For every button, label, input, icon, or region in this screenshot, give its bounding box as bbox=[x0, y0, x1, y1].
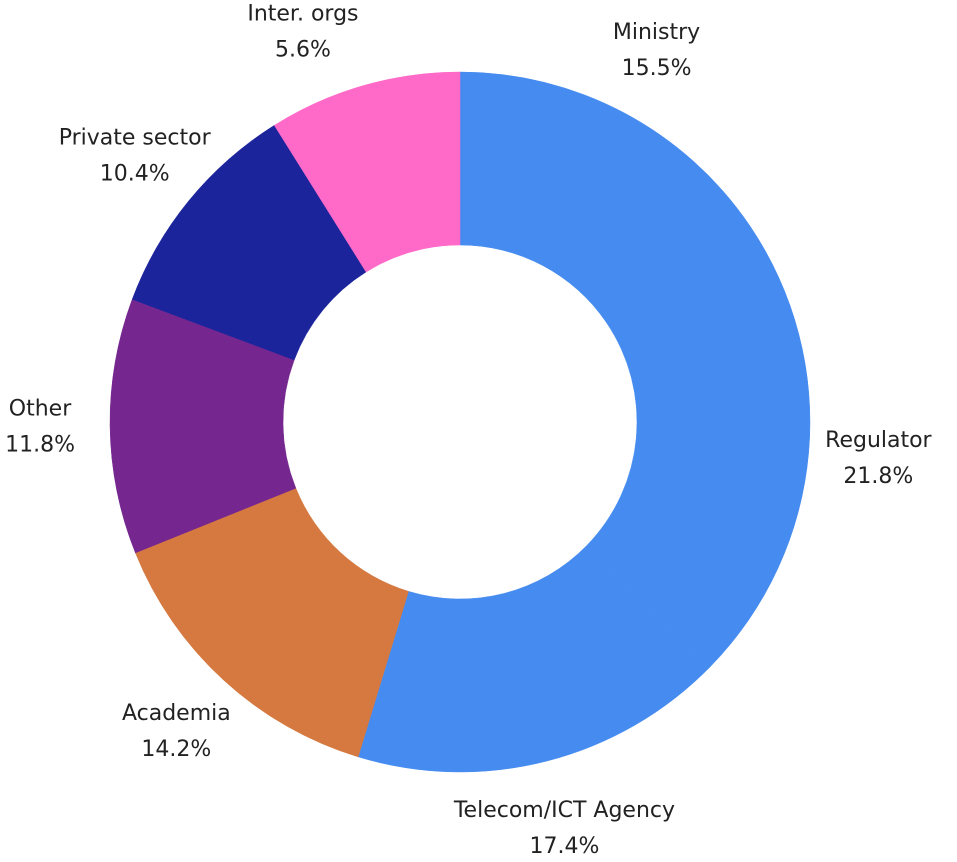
slice-label: Private sector bbox=[59, 125, 212, 150]
slice bbox=[135, 487, 409, 758]
value-label: 21.8% bbox=[843, 464, 913, 489]
value-label: 5.6% bbox=[275, 37, 331, 62]
slice-label: Regulator bbox=[825, 428, 932, 453]
value-label: 15.5% bbox=[622, 56, 692, 81]
value-label: 11.8% bbox=[5, 432, 75, 457]
slice-label: Other bbox=[9, 396, 72, 421]
slice bbox=[586, 224, 811, 667]
slice-label: Academia bbox=[122, 701, 231, 726]
value-label: 10.4% bbox=[100, 161, 170, 186]
slice-label: Ministry bbox=[613, 20, 700, 45]
slice-label: Inter. orgs bbox=[247, 1, 358, 26]
slice-label: Telecom/ICT Agency bbox=[453, 798, 675, 823]
slice bbox=[109, 298, 297, 554]
slice bbox=[357, 545, 711, 773]
slice bbox=[387, 71, 461, 250]
value-label: 14.2% bbox=[141, 737, 211, 762]
slice bbox=[459, 71, 750, 323]
value-label: 17.4% bbox=[530, 834, 600, 859]
